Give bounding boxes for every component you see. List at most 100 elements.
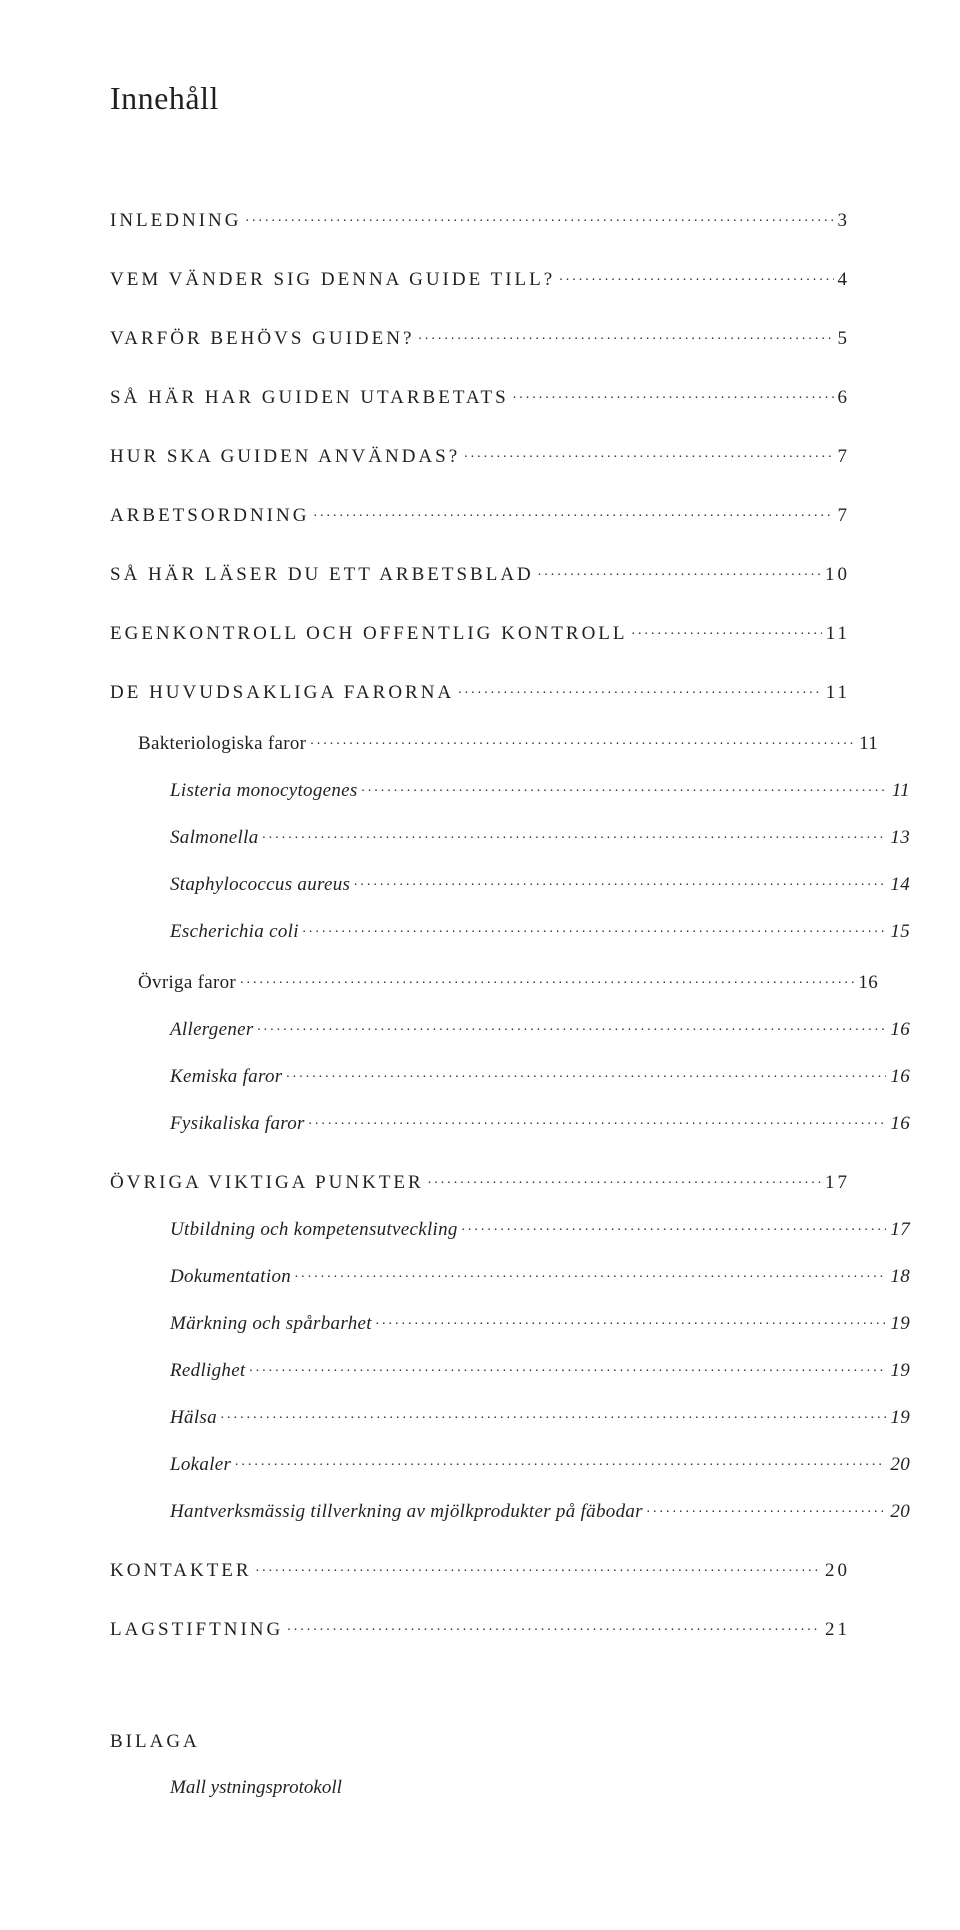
toc-row: Lokaler20 <box>110 1451 910 1476</box>
toc-page: 16 <box>890 1066 910 1088</box>
toc-page: 11 <box>826 623 850 645</box>
toc-label: Egenkontroll och offentlig kontroll <box>110 623 628 645</box>
toc-label: Inledning <box>110 210 241 232</box>
toc-page: 4 <box>838 269 851 291</box>
toc-label: Vem vänder sig denna guide till? <box>110 269 555 291</box>
toc-row: Arbetsordning7 <box>110 502 850 527</box>
toc-row: Så här har guiden utarbetats 6 <box>110 384 850 409</box>
toc-leader <box>354 871 886 890</box>
toc-page: 17 <box>890 1219 910 1241</box>
toc-row: Övriga faror16 <box>110 969 878 994</box>
toc-leader <box>235 1451 886 1470</box>
toc-leader <box>286 1063 886 1082</box>
toc-row: Redlighet 19 <box>110 1357 910 1382</box>
toc-label: Staphylococcus aureus <box>170 874 350 896</box>
toc-leader <box>303 918 887 937</box>
toc-leader <box>256 1557 821 1576</box>
toc-label: Utbildning och kompetensutveckling <box>170 1219 458 1241</box>
toc-page: 11 <box>892 780 910 802</box>
toc-label: Så här läser du ett arbetsblad <box>110 564 534 586</box>
toc-leader <box>376 1310 887 1329</box>
toc-leader <box>428 1169 821 1188</box>
toc-row: Märkning och spårbarhet 19 <box>110 1310 910 1335</box>
toc-page: 5 <box>838 328 851 350</box>
toc-page: 6 <box>838 387 851 409</box>
toc-label: Märkning och spårbarhet <box>170 1313 372 1335</box>
toc-label: Fysikaliska faror <box>170 1113 305 1135</box>
appendix-item: Mall ystningsprotokoll <box>110 1777 850 1799</box>
toc-row: Fysikaliska faror 16 <box>110 1110 910 1135</box>
toc-row: Kemiska faror 16 <box>110 1063 910 1088</box>
toc-row: Övriga viktiga punkter 17 <box>110 1169 850 1194</box>
toc-row: Egenkontroll och offentlig kontroll 11 <box>110 620 850 645</box>
toc-leader <box>258 1016 887 1035</box>
toc-leader <box>418 325 833 344</box>
toc-row: Utbildning och kompetensutveckling 17 <box>110 1216 910 1241</box>
toc-page: 20 <box>825 1560 850 1582</box>
toc-leader <box>362 777 888 796</box>
toc-row: Varför behövs guiden? 5 <box>110 325 850 350</box>
toc-page: 21 <box>825 1619 850 1641</box>
toc-leader <box>287 1616 821 1635</box>
toc-page: 19 <box>890 1313 910 1335</box>
toc-leader <box>250 1357 887 1376</box>
toc-leader <box>310 730 855 749</box>
toc-row: Lagstiftning 21 <box>110 1616 850 1641</box>
toc-row: Så här läser du ett arbetsblad10 <box>110 561 850 586</box>
toc-label: De huvudsakliga farorna <box>110 682 454 704</box>
toc-leader <box>464 443 833 462</box>
toc-page: 3 <box>838 210 851 232</box>
table-of-contents: Inledning 3 Vem vänder sig denna guide til… <box>110 207 850 1641</box>
toc-label: Arbetsordning <box>110 505 309 527</box>
toc-row: Listeria monocytogenes11 <box>110 777 910 802</box>
toc-page: 11 <box>826 682 850 704</box>
toc-page: 7 <box>838 446 851 468</box>
toc-label: Övriga faror <box>138 972 236 994</box>
toc-leader <box>221 1404 886 1423</box>
toc-label: Hantverksmässig tillverkning av mjölkpro… <box>170 1501 643 1523</box>
toc-page: 17 <box>825 1172 850 1194</box>
toc-page: 18 <box>890 1266 910 1288</box>
toc-label: Kemiska faror <box>170 1066 282 1088</box>
toc-leader <box>295 1263 886 1282</box>
toc-leader <box>632 620 822 639</box>
toc-row: Staphylococcus aureus 14 <box>110 871 910 896</box>
toc-page: 14 <box>890 874 910 896</box>
appendix-heading: Bilaga <box>110 1731 850 1753</box>
toc-row: De huvudsakliga farorna 11 <box>110 679 850 704</box>
toc-row: Hantverksmässig tillverkning av mjölkpro… <box>110 1498 910 1523</box>
toc-row: Inledning 3 <box>110 207 850 232</box>
toc-row: Allergener16 <box>110 1016 910 1041</box>
toc-row: Bakteriologiska faror11 <box>110 730 878 755</box>
toc-page: 16 <box>890 1113 910 1135</box>
toc-leader <box>462 1216 887 1235</box>
toc-label: Escherichia coli <box>170 921 299 943</box>
toc-leader <box>240 969 854 988</box>
toc-page: 20 <box>890 1454 910 1476</box>
toc-label: Redlighet <box>170 1360 246 1382</box>
toc-leader <box>647 1498 887 1517</box>
toc-row: Escherichia coli15 <box>110 918 910 943</box>
toc-page: 20 <box>890 1501 910 1523</box>
toc-page: 13 <box>890 827 910 849</box>
toc-leader <box>559 266 833 285</box>
toc-row: Hälsa19 <box>110 1404 910 1429</box>
toc-leader <box>309 1110 887 1129</box>
toc-leader <box>263 824 887 843</box>
toc-row: Vem vänder sig denna guide till? 4 <box>110 266 850 291</box>
toc-label: Övriga viktiga punkter <box>110 1172 424 1194</box>
toc-label: Dokumentation <box>170 1266 291 1288</box>
toc-leader <box>513 384 834 403</box>
toc-page: 11 <box>859 733 878 755</box>
toc-row: Dokumentation 18 <box>110 1263 910 1288</box>
toc-leader <box>313 502 833 521</box>
toc-label: Lagstiftning <box>110 1619 283 1641</box>
toc-row: Kontakter 20 <box>110 1557 850 1582</box>
toc-page: 19 <box>890 1407 910 1429</box>
toc-page: 19 <box>890 1360 910 1382</box>
toc-label: Så här har guiden utarbetats <box>110 387 509 409</box>
toc-label: Varför behövs guiden? <box>110 328 414 350</box>
toc-label: Allergener <box>170 1019 254 1041</box>
toc-label: Kontakter <box>110 1560 252 1582</box>
toc-row: Salmonella13 <box>110 824 910 849</box>
